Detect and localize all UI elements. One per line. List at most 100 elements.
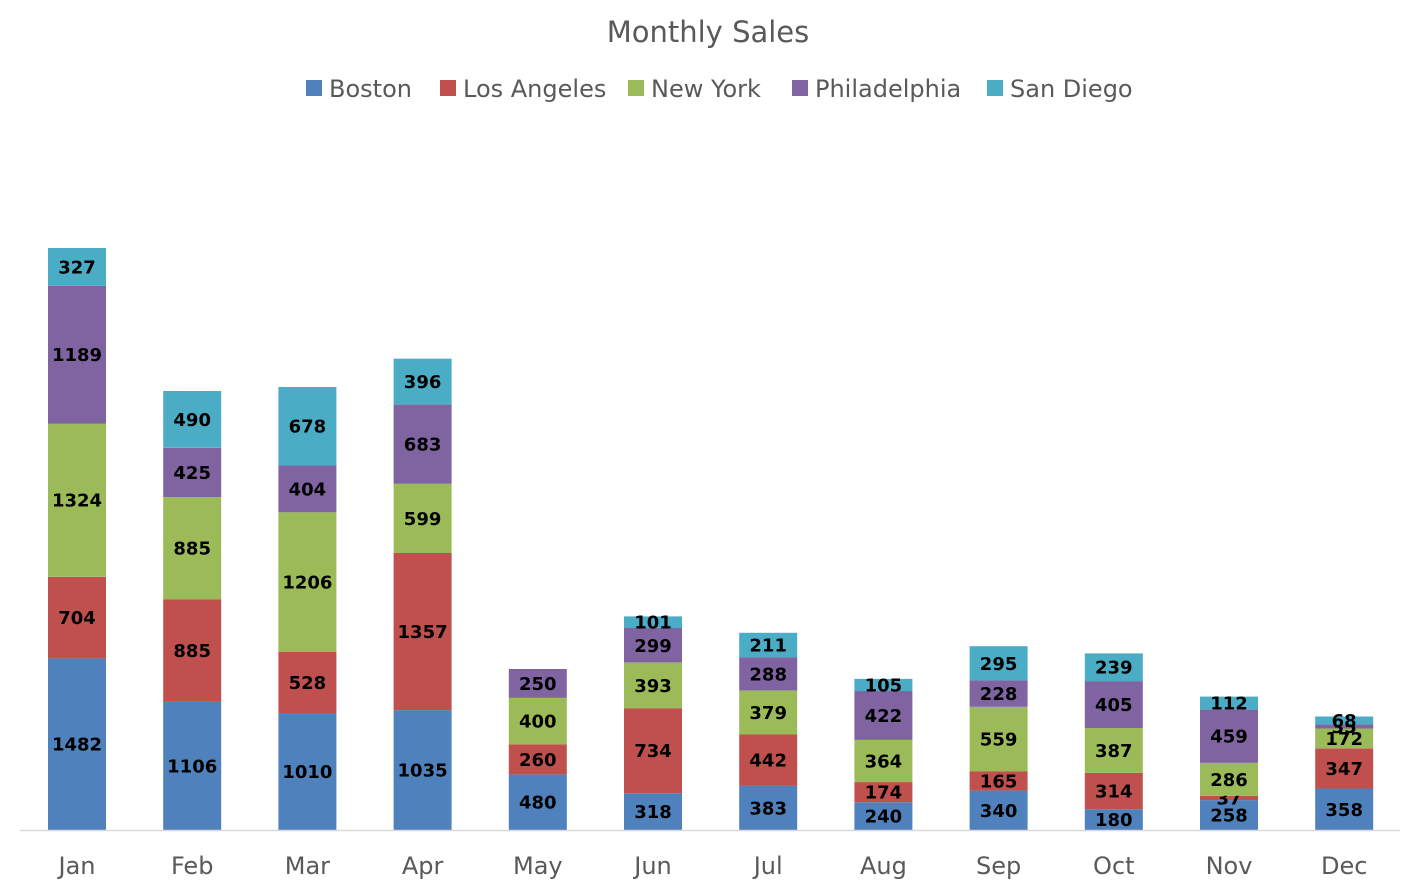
bar-jan-philadelphia bbox=[48, 285, 106, 424]
x-tick-label-apr: Apr bbox=[402, 852, 444, 880]
data-label-apr-new-york: 599 bbox=[404, 509, 442, 530]
data-label-apr-los-angeles: 1357 bbox=[398, 622, 448, 643]
bar-mar-new-york bbox=[278, 512, 337, 652]
data-label-mar-philadelphia: 404 bbox=[289, 479, 327, 500]
bar-mar-san-diego bbox=[278, 387, 337, 466]
bar-feb-new-york bbox=[163, 497, 222, 600]
data-label-mar-new-york: 1206 bbox=[282, 573, 332, 594]
bar-dec-philadelphia bbox=[1315, 724, 1374, 729]
bar-sep-boston bbox=[969, 790, 1028, 830]
x-tick-label-feb: Feb bbox=[171, 852, 214, 880]
data-label-jan-boston: 1482 bbox=[52, 735, 102, 756]
bar-jun-philadelphia bbox=[624, 628, 682, 663]
bar-jun-san-diego bbox=[624, 616, 682, 629]
bar-feb-boston bbox=[163, 701, 222, 830]
bar-oct-new-york bbox=[1084, 728, 1143, 773]
bar-jun-boston bbox=[624, 793, 682, 830]
data-label-dec-los-angeles: 347 bbox=[1325, 759, 1363, 780]
x-axis-tick-labels: Jan Feb Mar Apr May Jun Jul Aug Sep Oct Nov Dec bbox=[57, 852, 1368, 880]
bar-nov-boston bbox=[1200, 800, 1258, 830]
bar-nov-new-york bbox=[1200, 762, 1258, 796]
data-label-may-new-york: 400 bbox=[519, 712, 557, 733]
data-label-nov-boston: 258 bbox=[1210, 806, 1248, 827]
bar-mar-los-angeles bbox=[278, 651, 337, 713]
data-label-sep-san-diego: 295 bbox=[980, 654, 1018, 675]
bar-dec-new-york bbox=[1315, 728, 1374, 749]
bar-jul-new-york bbox=[739, 690, 798, 735]
data-label-mar-san-diego: 678 bbox=[289, 417, 327, 438]
data-label-aug-philadelphia: 422 bbox=[865, 706, 903, 727]
bar-aug-philadelphia bbox=[854, 691, 913, 740]
bar-nov-san-diego bbox=[1200, 696, 1258, 710]
legend-swatch-los-angeles bbox=[440, 80, 456, 96]
data-label-jun-san-diego: 101 bbox=[634, 613, 672, 634]
legend-swatch-boston bbox=[306, 80, 322, 96]
bar-may-los-angeles bbox=[508, 744, 567, 775]
data-label-feb-philadelphia: 425 bbox=[173, 463, 211, 484]
data-label-jan-new-york: 1324 bbox=[52, 491, 102, 512]
legend-label-new-york: New York bbox=[651, 75, 761, 103]
legend: Boston Los Angeles New York Philadelphia San… bbox=[306, 75, 1133, 103]
bar-dec-los-angeles bbox=[1315, 748, 1374, 789]
data-label-oct-los-angeles: 314 bbox=[1095, 782, 1133, 803]
bar-aug-new-york bbox=[854, 739, 913, 783]
bar-may-boston bbox=[508, 774, 567, 830]
data-label-jun-philadelphia: 299 bbox=[634, 636, 672, 657]
x-tick-label-mar: Mar bbox=[285, 852, 330, 880]
x-tick-label-dec: Dec bbox=[1321, 852, 1367, 880]
data-label-feb-los-angeles: 885 bbox=[173, 641, 211, 662]
data-label-mar-boston: 1010 bbox=[282, 762, 332, 783]
legend-label-los-angeles: Los Angeles bbox=[463, 75, 606, 103]
data-label-oct-new-york: 387 bbox=[1095, 741, 1133, 762]
bar-feb-los-angeles bbox=[163, 599, 222, 702]
legend-label-san-diego: San Diego bbox=[1010, 75, 1133, 103]
x-tick-label-jun: Jun bbox=[632, 852, 672, 880]
data-label-jul-boston: 383 bbox=[749, 798, 787, 819]
data-label-aug-san-diego: 105 bbox=[865, 676, 903, 697]
bar-mar-philadelphia bbox=[278, 465, 337, 513]
data-label-sep-philadelphia: 228 bbox=[980, 684, 1018, 705]
data-label-may-boston: 480 bbox=[519, 793, 557, 814]
data-label-jan-san-diego: 327 bbox=[58, 257, 96, 278]
data-label-sep-boston: 340 bbox=[980, 801, 1018, 822]
legend-label-boston: Boston bbox=[329, 75, 412, 103]
data-label-jun-boston: 318 bbox=[634, 802, 672, 823]
bar-nov-philadelphia bbox=[1200, 709, 1258, 763]
data-label-dec-boston: 358 bbox=[1325, 800, 1363, 821]
data-label-oct-philadelphia: 405 bbox=[1095, 695, 1133, 716]
bar-oct-boston bbox=[1084, 809, 1143, 830]
bar-apr-new-york bbox=[393, 483, 452, 553]
bar-may-new-york bbox=[508, 698, 567, 745]
data-label-jan-philadelphia: 1189 bbox=[52, 345, 102, 366]
bar-feb-san-diego bbox=[163, 391, 222, 448]
x-tick-label-aug: Aug bbox=[860, 852, 907, 880]
bar-sep-san-diego bbox=[969, 646, 1028, 681]
data-label-nov-philadelphia: 459 bbox=[1210, 727, 1248, 748]
bar-jul-boston bbox=[739, 785, 798, 830]
data-label-dec-san-diego: 68 bbox=[1332, 711, 1357, 732]
bar-apr-los-angeles bbox=[393, 553, 452, 711]
data-label-nov-new-york: 286 bbox=[1210, 770, 1248, 791]
data-label-jan-los-angeles: 704 bbox=[58, 608, 96, 629]
bar-jul-los-angeles bbox=[739, 734, 798, 786]
bar-aug-boston bbox=[854, 802, 913, 830]
bar-aug-los-angeles bbox=[854, 782, 913, 803]
data-label-oct-san-diego: 239 bbox=[1095, 658, 1133, 679]
bar-sep-new-york bbox=[969, 706, 1028, 772]
data-label-aug-los-angeles: 174 bbox=[865, 783, 903, 804]
x-tick-label-oct: Oct bbox=[1093, 852, 1135, 880]
bar-apr-boston bbox=[393, 710, 452, 830]
data-label-jul-san-diego: 211 bbox=[749, 636, 787, 657]
bars: 1482 704 1324 1189 327 1106 885 885 425 490 1010 52… bbox=[48, 248, 1374, 831]
x-tick-label-nov: Nov bbox=[1206, 852, 1253, 880]
data-label-sep-new-york: 559 bbox=[980, 730, 1018, 751]
data-label-jul-philadelphia: 288 bbox=[749, 664, 787, 685]
bar-jun-new-york bbox=[624, 662, 682, 709]
data-label-nov-san-diego: 112 bbox=[1210, 694, 1248, 715]
bar-jul-san-diego bbox=[739, 632, 798, 658]
data-label-apr-san-diego: 396 bbox=[404, 372, 442, 393]
data-label-feb-boston: 1106 bbox=[167, 757, 217, 778]
bar-oct-san-diego bbox=[1084, 653, 1143, 682]
data-label-may-philadelphia: 250 bbox=[519, 674, 557, 695]
